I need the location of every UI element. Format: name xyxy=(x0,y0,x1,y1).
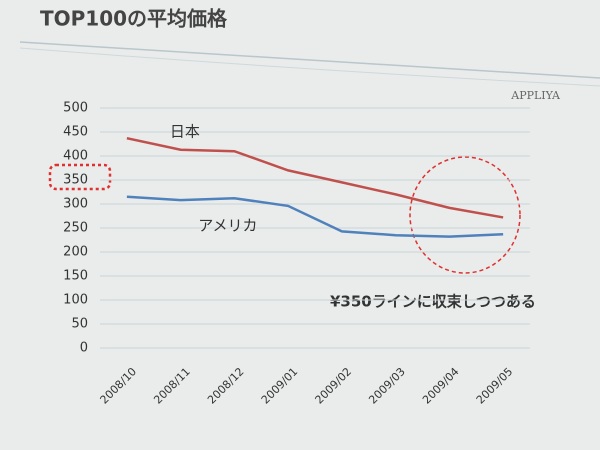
y-tick-label: 300 xyxy=(63,197,88,212)
highlight-circle xyxy=(409,156,521,274)
y-tick-label: 450 xyxy=(63,125,88,140)
y-tick-label: 200 xyxy=(63,245,88,260)
annotation: ¥350ラインに収束しつつある xyxy=(330,293,536,311)
line-series xyxy=(126,195,504,238)
title-rule xyxy=(19,47,600,87)
y-tick-label: 400 xyxy=(63,149,88,164)
brand: APPLIYA xyxy=(510,89,561,102)
y-tick-label: 150 xyxy=(63,269,88,284)
y-tick-label: 50 xyxy=(71,317,88,332)
y-tick-label: 0 xyxy=(80,341,88,356)
line-series xyxy=(126,137,504,219)
chart-title: TOP100の平均価格 xyxy=(40,7,228,31)
y-tick-label: 100 xyxy=(63,293,88,308)
series-label: アメリカ xyxy=(198,217,257,235)
y-tick-label: 250 xyxy=(63,221,88,236)
series-label: 日本 xyxy=(170,122,200,140)
y-tick-label: 500 xyxy=(63,101,88,116)
title-rule xyxy=(19,41,600,79)
highlight-box xyxy=(48,163,112,191)
y-tick-label: 350 xyxy=(63,173,88,188)
